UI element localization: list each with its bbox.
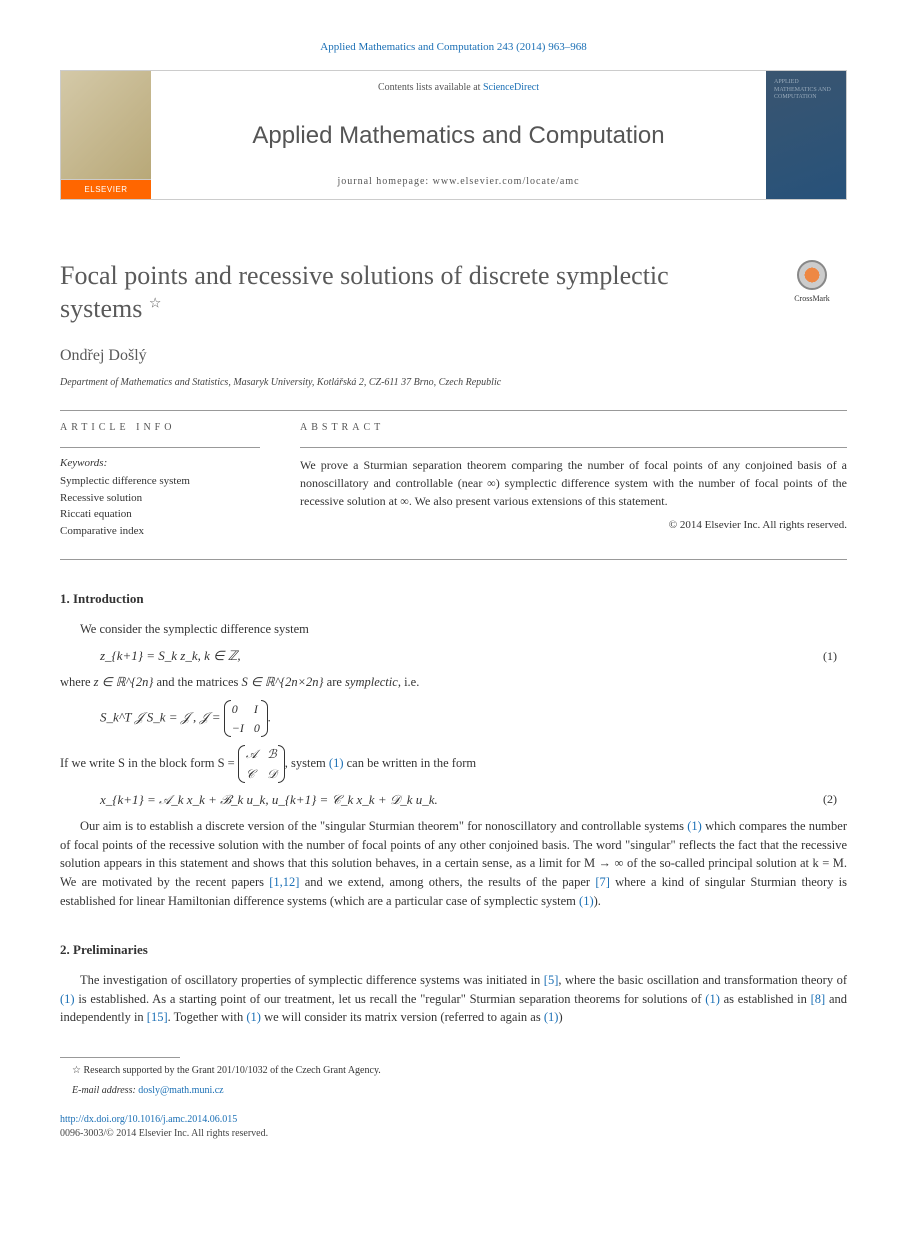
- title-footnote-mark: ☆: [149, 296, 162, 311]
- author-name: Ondřej Došlý: [60, 345, 847, 367]
- article-info-column: ARTICLE INFO Keywords: Symplectic differ…: [60, 421, 260, 539]
- equation-content: x_{k+1} = 𝒜_k x_k + ℬ_k u_k, u_{k+1} = 𝒞…: [100, 791, 823, 809]
- keyword: Recessive solution: [60, 490, 260, 507]
- ref-link[interactable]: [8]: [811, 992, 826, 1006]
- elsevier-logo: ELSEVIER: [61, 180, 151, 199]
- ref-link[interactable]: (1): [60, 992, 75, 1006]
- matrix-j: 0I −I0: [224, 700, 268, 737]
- prelim-paragraph: The investigation of oscillatory propert…: [60, 971, 847, 1027]
- banner-center: Contents lists available at ScienceDirec…: [151, 71, 766, 199]
- contents-line: Contents lists available at ScienceDirec…: [171, 81, 746, 95]
- equation-2: x_{k+1} = 𝒜_k x_k + ℬ_k u_k, u_{k+1} = 𝒞…: [100, 791, 847, 809]
- divider: [60, 410, 847, 411]
- intro-paragraph: We consider the symplectic difference sy…: [60, 620, 847, 639]
- divider: [60, 447, 260, 448]
- footnote-separator: [60, 1057, 180, 1058]
- page-footer: http://dx.doi.org/10.1016/j.amc.2014.06.…: [60, 1113, 847, 1141]
- equation-1: z_{k+1} = S_k z_k, k ∈ ℤ, (1): [100, 647, 847, 665]
- ref-link[interactable]: [7]: [595, 875, 610, 889]
- divider: [300, 447, 847, 448]
- footnote-grant: ☆ Research supported by the Grant 201/10…: [60, 1064, 847, 1078]
- equation-content: z_{k+1} = S_k z_k, k ∈ ℤ,: [100, 647, 823, 665]
- keywords-label: Keywords:: [60, 456, 260, 471]
- contents-prefix: Contents lists available at: [378, 82, 483, 93]
- ref-link[interactable]: (1): [687, 819, 702, 833]
- ref-link[interactable]: [1,12]: [269, 875, 299, 889]
- keyword: Symplectic difference system: [60, 473, 260, 490]
- ref-link[interactable]: (1): [246, 1010, 261, 1024]
- journal-name: Applied Mathematics and Computation: [171, 119, 746, 153]
- footnote-email: E-mail address: dosly@math.muni.cz: [60, 1084, 847, 1098]
- sciencedirect-link[interactable]: ScienceDirect: [483, 82, 539, 93]
- divider: [60, 559, 847, 560]
- crossmark-badge[interactable]: CrossMark: [777, 260, 847, 304]
- article-title: Focal points and recessive solutions of …: [60, 260, 757, 325]
- email-link[interactable]: dosly@math.muni.cz: [138, 1085, 223, 1096]
- ref-link[interactable]: [5]: [544, 973, 559, 987]
- ref-link[interactable]: (1): [579, 894, 594, 908]
- journal-cover-thumb: APPLIED MATHEMATICS AND COMPUTATION: [766, 71, 846, 199]
- ref-link[interactable]: (1): [544, 1010, 559, 1024]
- ref-link[interactable]: (1): [329, 756, 344, 770]
- abstract-label: ABSTRACT: [300, 421, 847, 435]
- intro-paragraph: Our aim is to establish a discrete versi…: [60, 817, 847, 911]
- doi-link[interactable]: http://dx.doi.org/10.1016/j.amc.2014.06.…: [60, 1113, 847, 1127]
- crossmark-icon: [797, 260, 827, 290]
- ref-link[interactable]: (1): [705, 992, 720, 1006]
- equation-content: S_k^T 𝒥 S_k = 𝒥 , 𝒥 = 0I −I0 .: [100, 700, 847, 737]
- ref-link[interactable]: [15]: [147, 1010, 168, 1024]
- issn-copyright: 0096-3003/© 2014 Elsevier Inc. All right…: [60, 1127, 847, 1141]
- author-affiliation: Department of Mathematics and Statistics…: [60, 376, 847, 390]
- section-heading-prelim: 2. Preliminaries: [60, 941, 847, 959]
- section-heading-intro: 1. Introduction: [60, 590, 847, 608]
- elsevier-tree-icon: [61, 71, 151, 180]
- journal-banner: ELSEVIER Contents lists available at Sci…: [60, 70, 847, 200]
- article-info-label: ARTICLE INFO: [60, 421, 260, 435]
- keyword: Comparative index: [60, 523, 260, 540]
- crossmark-label: CrossMark: [777, 293, 847, 304]
- equation-number: (1): [823, 648, 847, 665]
- abstract-text: We prove a Sturmian separation theorem c…: [300, 456, 847, 510]
- journal-homepage: journal homepage: www.elsevier.com/locat…: [171, 175, 746, 189]
- citation-header[interactable]: Applied Mathematics and Computation 243 …: [60, 40, 847, 55]
- equation-jacobian: S_k^T 𝒥 S_k = 𝒥 , 𝒥 = 0I −I0 .: [100, 700, 847, 737]
- abstract-copyright: © 2014 Elsevier Inc. All rights reserved…: [300, 518, 847, 533]
- intro-paragraph: where z ∈ ℝ^{2n} and the matrices S ∈ ℝ^…: [60, 673, 847, 692]
- abstract-column: ABSTRACT We prove a Sturmian separation …: [300, 421, 847, 539]
- equation-number: (2): [823, 791, 847, 808]
- banner-left: ELSEVIER: [61, 71, 151, 199]
- intro-paragraph: If we write S in the block form S = 𝒜ℬ 𝒞…: [60, 745, 847, 783]
- keyword: Riccati equation: [60, 506, 260, 523]
- cover-text: APPLIED MATHEMATICS AND COMPUTATION: [774, 79, 838, 101]
- matrix-s: 𝒜ℬ 𝒞𝒟: [238, 745, 285, 783]
- homepage-url[interactable]: www.elsevier.com/locate/amc: [433, 176, 580, 187]
